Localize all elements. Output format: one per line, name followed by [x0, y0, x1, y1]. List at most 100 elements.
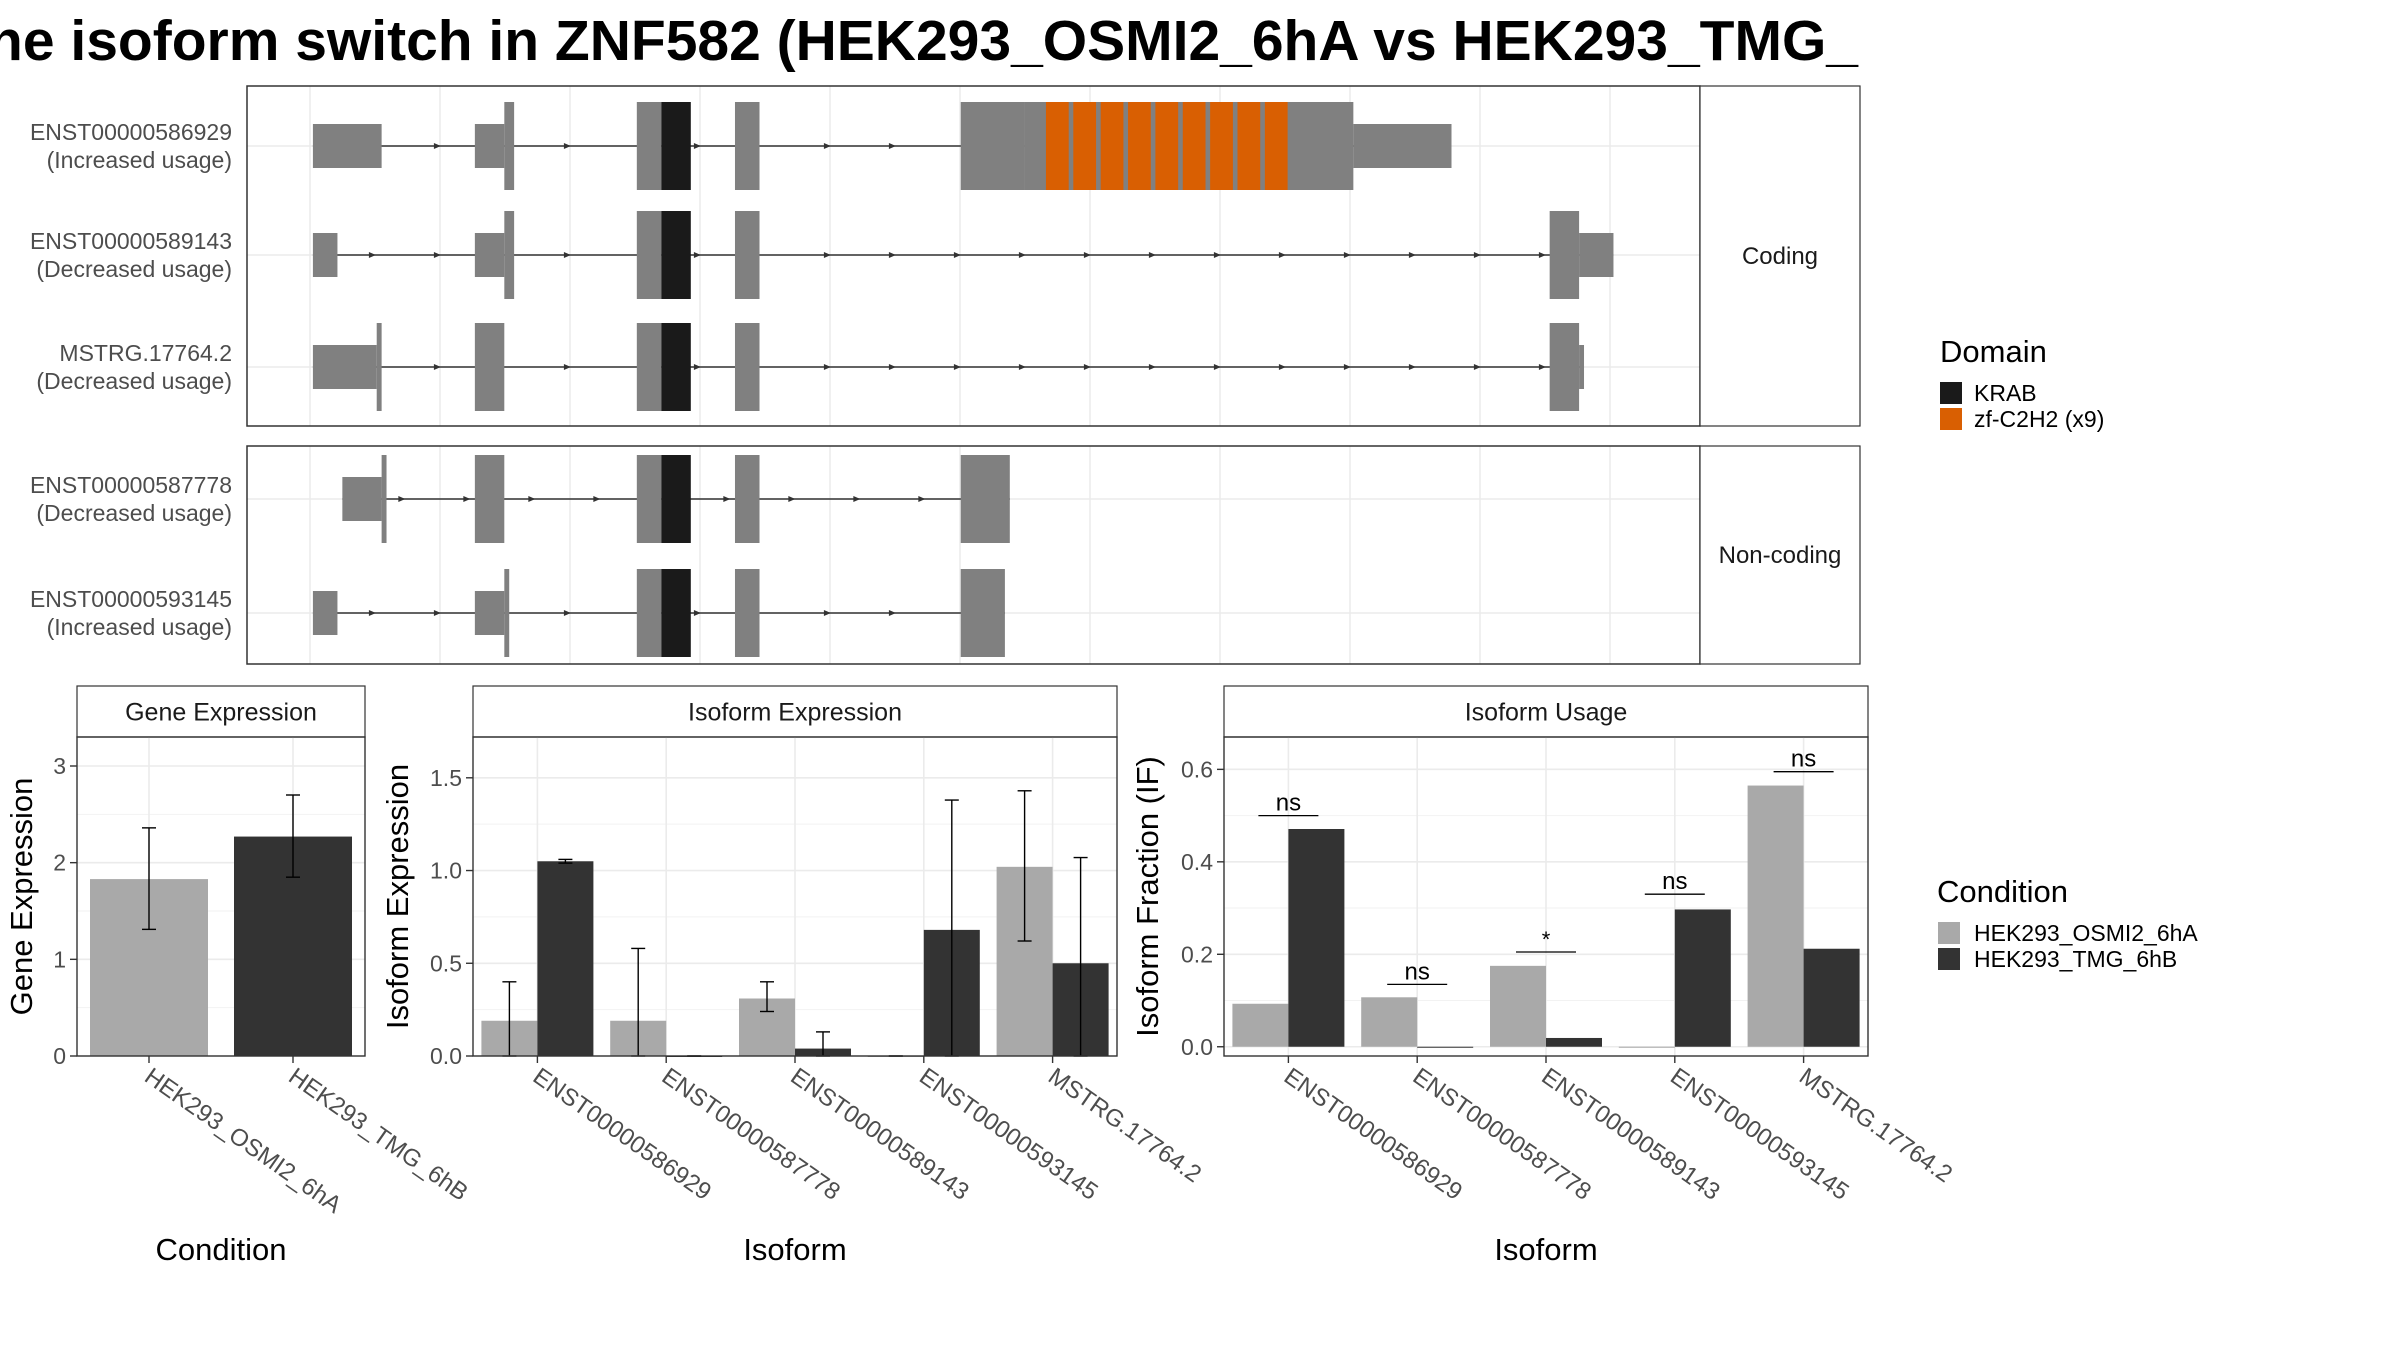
data-bar	[1288, 829, 1345, 1047]
y-tick-label: 0.5	[430, 950, 462, 976]
y-tick-label: 1	[53, 946, 66, 972]
direction-arrow	[1473, 252, 1481, 258]
zf-c2h2-domain	[1264, 102, 1288, 190]
data-bar	[1803, 948, 1860, 1047]
exon-block	[734, 455, 760, 543]
zf-c2h2-domain	[1182, 102, 1206, 190]
exon-block	[1549, 211, 1580, 299]
direction-arrow	[1083, 364, 1091, 370]
y-tick-label: 1.5	[430, 765, 462, 791]
exon-block	[312, 233, 338, 277]
facet-strip-label: Gene Expression	[125, 699, 317, 727]
zf-c2h2-domain	[1100, 102, 1124, 190]
y-tick-label: 0.6	[1181, 756, 1213, 782]
direction-arrow	[953, 252, 961, 258]
direction-arrow	[528, 496, 536, 502]
plot-panel-border	[76, 736, 366, 1057]
facet-strip	[472, 685, 1118, 738]
significance-label: ns	[1791, 746, 1816, 773]
facet-strip-label: Isoform Usage	[1465, 699, 1628, 727]
direction-arrow	[823, 364, 831, 370]
legend-key	[1938, 922, 1960, 944]
y-tick-label: 0.4	[1181, 849, 1213, 875]
exon-block	[960, 569, 1005, 657]
exon-block	[342, 477, 382, 521]
direction-arrow	[433, 252, 441, 258]
exon-block	[1579, 233, 1614, 277]
exon-block	[636, 102, 662, 190]
direction-arrow	[1148, 364, 1156, 370]
significance-label: *	[1542, 927, 1551, 952]
direction-arrow	[1538, 364, 1546, 370]
exon-block	[376, 323, 382, 411]
direction-arrow	[563, 364, 571, 370]
direction-arrow	[433, 143, 441, 149]
transcript-usage-note: (Decreased usage)	[36, 256, 232, 282]
data-bar	[1361, 997, 1418, 1047]
direction-arrow	[823, 610, 831, 616]
direction-arrow	[1278, 364, 1286, 370]
direction-arrow	[1083, 252, 1091, 258]
facet-strip-label: Coding	[1742, 243, 1818, 270]
exon-block	[960, 455, 1010, 543]
transcript-label: ENST00000589143	[30, 228, 232, 254]
exon-block	[734, 569, 760, 657]
direction-arrow	[1148, 252, 1156, 258]
direction-arrow	[463, 496, 471, 502]
direction-arrow	[1408, 252, 1416, 258]
plot-panel-border	[472, 736, 1118, 1057]
direction-arrow	[1538, 252, 1546, 258]
zf-c2h2-domain	[1045, 102, 1069, 190]
y-axis-title: Gene Expression	[4, 778, 39, 1016]
data-bar	[1232, 1003, 1289, 1047]
krab-domain	[661, 323, 691, 411]
direction-arrow	[888, 143, 896, 149]
legend-key	[1940, 408, 1962, 430]
facet-strip	[1223, 685, 1869, 738]
exon-block	[734, 211, 760, 299]
transcript-usage-note: (Decreased usage)	[36, 368, 232, 394]
exon-block	[474, 233, 505, 277]
data-bar	[1747, 785, 1804, 1047]
direction-arrow	[1343, 364, 1351, 370]
direction-arrow	[918, 496, 926, 502]
direction-arrow	[433, 364, 441, 370]
direction-arrow	[723, 496, 731, 502]
x-axis-title: Isoform	[1494, 1232, 1597, 1267]
direction-arrow	[368, 610, 376, 616]
direction-arrow	[788, 496, 796, 502]
krab-domain	[661, 211, 691, 299]
data-bar	[1618, 1046, 1675, 1048]
transcript-usage-note: (Decreased usage)	[36, 500, 232, 526]
direction-arrow	[1213, 364, 1221, 370]
condition-legend-title: Condition	[1937, 874, 2068, 909]
zf-c2h2-domain	[1237, 102, 1261, 190]
y-tick-label: 1.0	[430, 858, 462, 884]
legend-label: HEK293_TMG_6hB	[1974, 946, 2177, 972]
y-tick-label: 0.0	[1181, 1034, 1213, 1060]
direction-arrow	[853, 496, 861, 502]
zf-c2h2-domain	[1128, 102, 1151, 190]
exon-block	[312, 124, 382, 168]
transcript-label: MSTRG.17764.2	[59, 340, 232, 366]
legend-label: zf-C2H2 (x9)	[1974, 406, 2104, 432]
facet-strip-label: Isoform Expression	[688, 699, 902, 727]
data-bar	[1490, 965, 1546, 1047]
direction-arrow	[593, 496, 601, 502]
direction-arrow	[1408, 364, 1416, 370]
direction-arrow	[888, 252, 896, 258]
exon-block	[960, 102, 1025, 190]
direction-arrow	[1018, 364, 1026, 370]
exon-block	[504, 211, 515, 299]
x-axis-title: Isoform	[743, 1232, 846, 1267]
direction-arrow	[563, 610, 571, 616]
exon-block	[636, 455, 662, 543]
krab-domain	[661, 569, 691, 657]
y-tick-label: 0	[53, 1043, 66, 1069]
zf-c2h2-domain	[1073, 102, 1097, 190]
x-axis-title: Condition	[156, 1232, 287, 1267]
exon-block	[636, 211, 662, 299]
y-tick-label: 0.2	[1181, 941, 1213, 967]
exon-block	[636, 323, 662, 411]
